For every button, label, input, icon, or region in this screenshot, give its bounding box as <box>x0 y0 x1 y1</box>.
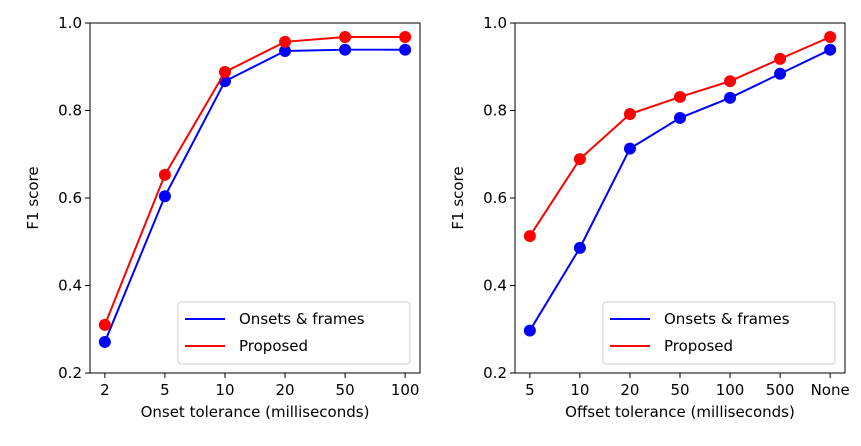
offset-tolerance-chart: Offset tolerance (milliseconds) F1 score… <box>449 14 850 421</box>
x-tick-label: 20 <box>275 381 294 399</box>
y-tick-label: 0.2 <box>58 364 82 382</box>
y-tick-label: 0.6 <box>483 189 507 207</box>
series-line-proposed <box>529 36 831 237</box>
data-point-proposed <box>523 230 536 243</box>
data-point-proposed <box>339 31 352 43</box>
legend-box <box>602 301 836 365</box>
y-tick-label: 0.6 <box>58 189 82 207</box>
x-axis-label: Offset tolerance (milliseconds) <box>565 403 795 421</box>
onset-tolerance-chart: Onset tolerance (milliseconds) F1 score … <box>24 14 421 421</box>
series-line-onsets-and-frames <box>103 48 406 343</box>
x-tick-label: 100 <box>391 381 420 399</box>
data-point-onsets-and-frames <box>674 111 686 124</box>
data-point-proposed <box>674 90 686 103</box>
y-tick-label: 0.2 <box>483 364 507 382</box>
legend-label: Proposed <box>239 337 308 355</box>
data-point-proposed <box>724 75 737 88</box>
x-tick-label: 2 <box>100 381 110 399</box>
data-point-onsets-and-frames <box>573 241 586 254</box>
data-point-onsets-and-frames <box>339 43 352 56</box>
x-tick-label: 50 <box>336 381 355 399</box>
data-point-onsets-and-frames <box>774 67 787 80</box>
x-tick-label: 5 <box>525 381 535 399</box>
data-point-proposed <box>824 31 837 43</box>
data-point-proposed <box>279 35 292 48</box>
y-axis-label: F1 score <box>449 166 467 229</box>
data-point-proposed <box>218 66 231 78</box>
y-tick-label: 0.4 <box>58 277 82 295</box>
data-point-onsets-and-frames <box>98 335 111 348</box>
legend-label: Onsets & frames <box>664 310 790 328</box>
data-point-onsets-and-frames <box>824 43 837 56</box>
x-tick-label: 100 <box>716 381 745 399</box>
data-point-onsets-and-frames <box>279 45 292 57</box>
x-tick-label: 5 <box>160 381 170 399</box>
data-point-onsets-and-frames <box>158 190 171 203</box>
y-tick-label: 1.0 <box>483 14 507 32</box>
y-axis-label: F1 score <box>24 166 42 229</box>
x-tick-label: None <box>811 381 850 399</box>
data-point-onsets-and-frames <box>399 43 412 56</box>
data-point-proposed <box>774 52 787 65</box>
legend-label: Onsets & frames <box>239 310 365 328</box>
data-point-onsets-and-frames <box>523 324 536 337</box>
x-tick-label: 50 <box>670 381 689 399</box>
x-axis-label: Onset tolerance (milliseconds) <box>141 403 370 421</box>
y-tick-label: 0.4 <box>483 277 507 295</box>
legend: Onsets & frames Proposed <box>177 301 411 365</box>
y-tick-label: 0.8 <box>483 102 507 120</box>
x-tick-label: 10 <box>215 381 234 399</box>
data-point-proposed <box>399 31 412 43</box>
data-point-proposed <box>158 168 171 181</box>
legend-label: Proposed <box>664 337 733 355</box>
legend-box <box>177 301 411 365</box>
series-line-proposed <box>103 36 406 326</box>
data-point-proposed <box>98 318 111 331</box>
x-tick-label: 10 <box>570 381 589 399</box>
data-point-onsets-and-frames <box>724 91 737 104</box>
legend: Onsets & frames Proposed <box>602 301 836 365</box>
x-tick-label: 500 <box>766 381 795 399</box>
data-point-onsets-and-frames <box>623 142 636 155</box>
data-point-proposed <box>573 153 586 166</box>
data-point-proposed <box>623 108 636 120</box>
y-tick-label: 1.0 <box>58 14 82 32</box>
x-tick-label: 20 <box>620 381 639 399</box>
y-tick-label: 0.8 <box>58 102 82 120</box>
